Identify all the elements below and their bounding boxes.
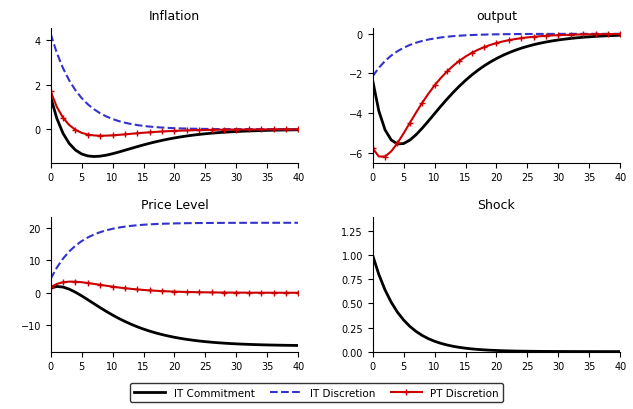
Title: Shock: Shock <box>478 199 515 212</box>
Legend: IT Commitment, IT Discretion, PT Discretion: IT Commitment, IT Discretion, PT Discret… <box>130 384 503 402</box>
Title: Inflation: Inflation <box>149 10 200 23</box>
Title: output: output <box>476 10 517 23</box>
Title: Price Level: Price Level <box>141 199 208 212</box>
